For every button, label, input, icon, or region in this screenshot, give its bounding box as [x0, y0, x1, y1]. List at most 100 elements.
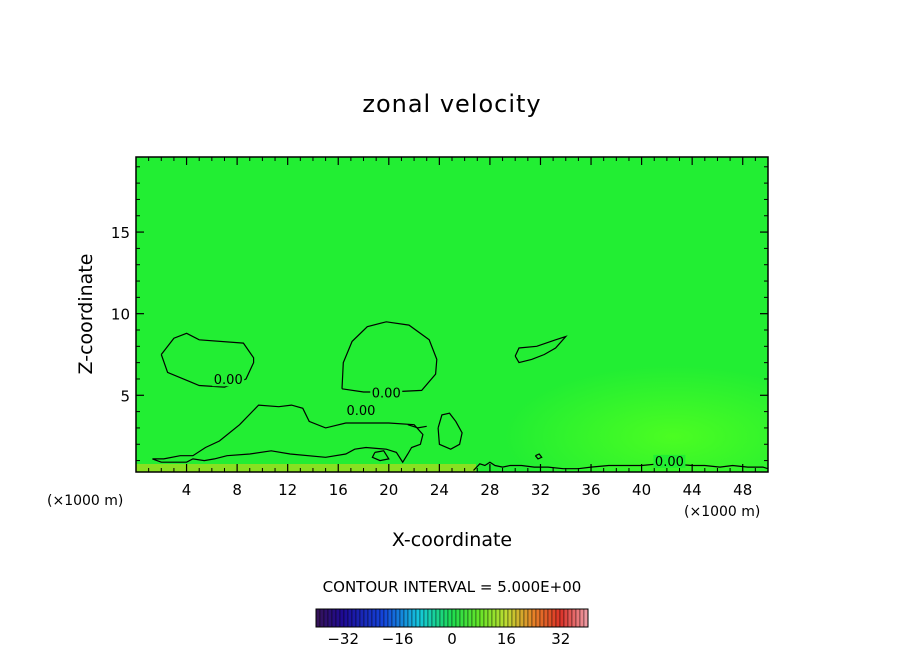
colorbar-swatch — [463, 608, 469, 628]
colorbar-tick-label: 32 — [551, 630, 570, 648]
colorbar-swatch — [535, 608, 541, 628]
x-tick-label: 32 — [531, 481, 550, 499]
colorbar-swatch — [435, 608, 441, 628]
colorbar-swatch — [411, 608, 417, 628]
colorbar-swatch — [443, 608, 449, 628]
x-tick-label: 12 — [278, 481, 297, 499]
colorbar-swatch — [431, 608, 437, 628]
y-axis-ticks: 5 10 15 — [111, 166, 768, 462]
colorbar-swatch — [567, 608, 573, 628]
contour-line-0 — [160, 332, 255, 388]
colorbar-swatch — [367, 608, 373, 628]
colorbar-swatch — [359, 608, 365, 628]
contour-label-bg — [212, 373, 245, 387]
colorbar-swatch — [491, 608, 497, 628]
colorbar-swatch — [315, 608, 321, 628]
colorbar-swatch — [335, 608, 341, 628]
contour-label-bg — [653, 454, 686, 468]
x-tick-label: 44 — [683, 481, 702, 499]
contour-line-5 — [534, 453, 543, 460]
colorbar-swatch — [479, 608, 485, 628]
colorbar-swatch — [551, 608, 557, 628]
colorbar-swatch — [507, 608, 513, 628]
x-axis-label: X-coordinate — [392, 529, 512, 551]
y-tick-label: 5 — [120, 387, 130, 405]
colorbar-swatch — [519, 608, 525, 628]
contour-line-3 — [437, 412, 463, 450]
contour-label: 0.00 — [655, 455, 684, 470]
chart-title: zonal velocity — [362, 90, 541, 118]
colorbar-swatch — [475, 608, 481, 628]
colorbar-swatch — [451, 608, 457, 628]
x-tick-label: 28 — [480, 481, 499, 499]
colorbar-swatch — [323, 608, 329, 628]
colorbar-swatch — [487, 608, 493, 628]
colorbar-swatch — [503, 608, 509, 628]
colorbar-swatch — [399, 608, 405, 628]
contour-line-2 — [514, 335, 568, 364]
contour-line-8 — [407, 424, 427, 429]
colorbar — [315, 608, 589, 628]
contour-label-bg — [344, 404, 377, 418]
colorbar-swatch — [459, 608, 465, 628]
colorbar-swatch — [407, 608, 413, 628]
colorbar-tick-label: −16 — [382, 630, 414, 648]
colorbar-swatch — [575, 608, 581, 628]
x-tick-label: 48 — [733, 481, 752, 499]
colorbar-swatch — [583, 608, 589, 628]
colorbar-swatch — [375, 608, 381, 628]
y-tick-label: 15 — [111, 224, 130, 242]
contour-labels: 0.00 0.00 0.00 0.00 — [212, 373, 686, 470]
colorbar-swatch — [339, 608, 345, 628]
y-axis-label: Z-coordinate — [75, 254, 97, 375]
contour-label: 0.00 — [372, 386, 401, 401]
colorbar-swatch — [515, 608, 521, 628]
colorbar-swatch — [355, 608, 361, 628]
field-light-region — [430, 330, 768, 472]
colorbar-swatch — [571, 608, 577, 628]
colorbar-swatch — [403, 608, 409, 628]
colorbar-swatch — [555, 608, 561, 628]
colorbar-tick-label: −32 — [327, 630, 359, 648]
colorbar-swatch — [363, 608, 369, 628]
contour-label: 0.00 — [347, 404, 376, 419]
colorbar-swatch — [327, 608, 333, 628]
colorbar-swatch — [543, 608, 549, 628]
colorbar-swatch — [495, 608, 501, 628]
colorbar-swatch — [379, 608, 385, 628]
colorbar-swatch — [523, 608, 529, 628]
colorbar-tick-label: 16 — [497, 630, 516, 648]
colorbar-swatch — [383, 608, 389, 628]
contour-label-bg — [370, 386, 403, 400]
colorbar-swatch — [387, 608, 393, 628]
colorbar-swatch — [539, 608, 545, 628]
colorbar-swatch — [499, 608, 505, 628]
x-tick-label: 24 — [430, 481, 449, 499]
velocity-field — [136, 157, 768, 472]
x-tick-label: 8 — [232, 481, 242, 499]
y-tick-label: 10 — [111, 306, 130, 324]
colorbar-swatch — [347, 608, 353, 628]
x-unit-right: (×1000 m) — [684, 504, 760, 520]
colorbar-swatch — [395, 608, 401, 628]
colorbar-ticks: −32 −16 0 16 32 — [327, 630, 570, 648]
colorbar-swatch — [511, 608, 517, 628]
colorbar-swatch — [455, 608, 461, 628]
contour-line-4 — [371, 450, 390, 462]
x-tick-label: 16 — [329, 481, 348, 499]
colorbar-swatch — [531, 608, 537, 628]
contour-label: 0.00 — [214, 373, 243, 388]
contour-interval: CONTOUR INTERVAL = 5.000E+00 — [323, 578, 582, 596]
field-bottom-band — [136, 464, 476, 472]
colorbar-swatch — [351, 608, 357, 628]
colorbar-swatch — [579, 608, 585, 628]
colorbar-swatch — [419, 608, 425, 628]
x-axis-ticks: 4 8 12 16 20 24 28 32 36 40 44 48 — [148, 157, 756, 499]
colorbar-swatch — [467, 608, 473, 628]
colorbar-swatch — [439, 608, 445, 628]
colorbar-frame — [315, 608, 589, 628]
x-tick-label: 36 — [581, 481, 600, 499]
colorbar-swatch — [391, 608, 397, 628]
colorbar-swatch — [427, 608, 433, 628]
